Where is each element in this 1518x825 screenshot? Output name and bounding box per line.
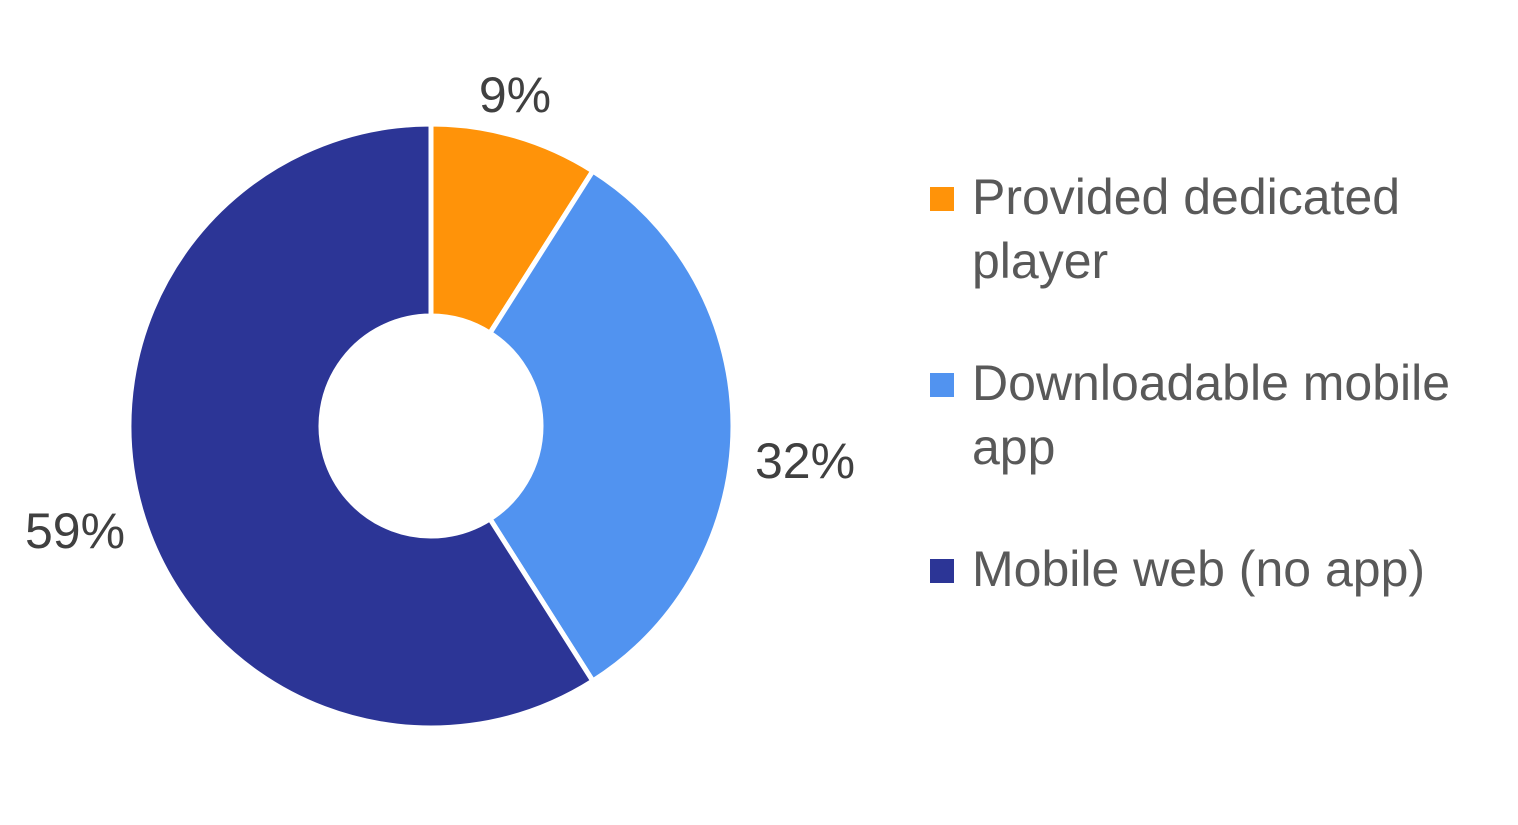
donut-slices [126, 121, 736, 731]
data-labels: 9% 32% 59% [25, 67, 855, 559]
legend-swatch [930, 373, 954, 397]
legend-swatch [930, 559, 954, 583]
legend-label: Mobile web (no app) [972, 541, 1426, 597]
donut-slice-3 [126, 121, 597, 731]
legend-swatch [930, 187, 954, 211]
legend-item-mobile-web: Mobile web (no app) [930, 537, 1510, 601]
legend: Provided dedicated player Downloadable m… [930, 165, 1510, 659]
legend-item-provided-dedicated-player: Provided dedicated player [930, 165, 1510, 293]
legend-label: Provided dedicated player [972, 169, 1401, 289]
data-label-2: 32% [755, 433, 855, 489]
legend-label: Downloadable mobile app [972, 355, 1451, 475]
data-label-1: 9% [479, 67, 551, 123]
legend-item-downloadable-mobile-app: Downloadable mobile app [930, 351, 1510, 479]
data-label-3: 59% [25, 503, 125, 559]
donut-slice-2 [486, 167, 736, 685]
